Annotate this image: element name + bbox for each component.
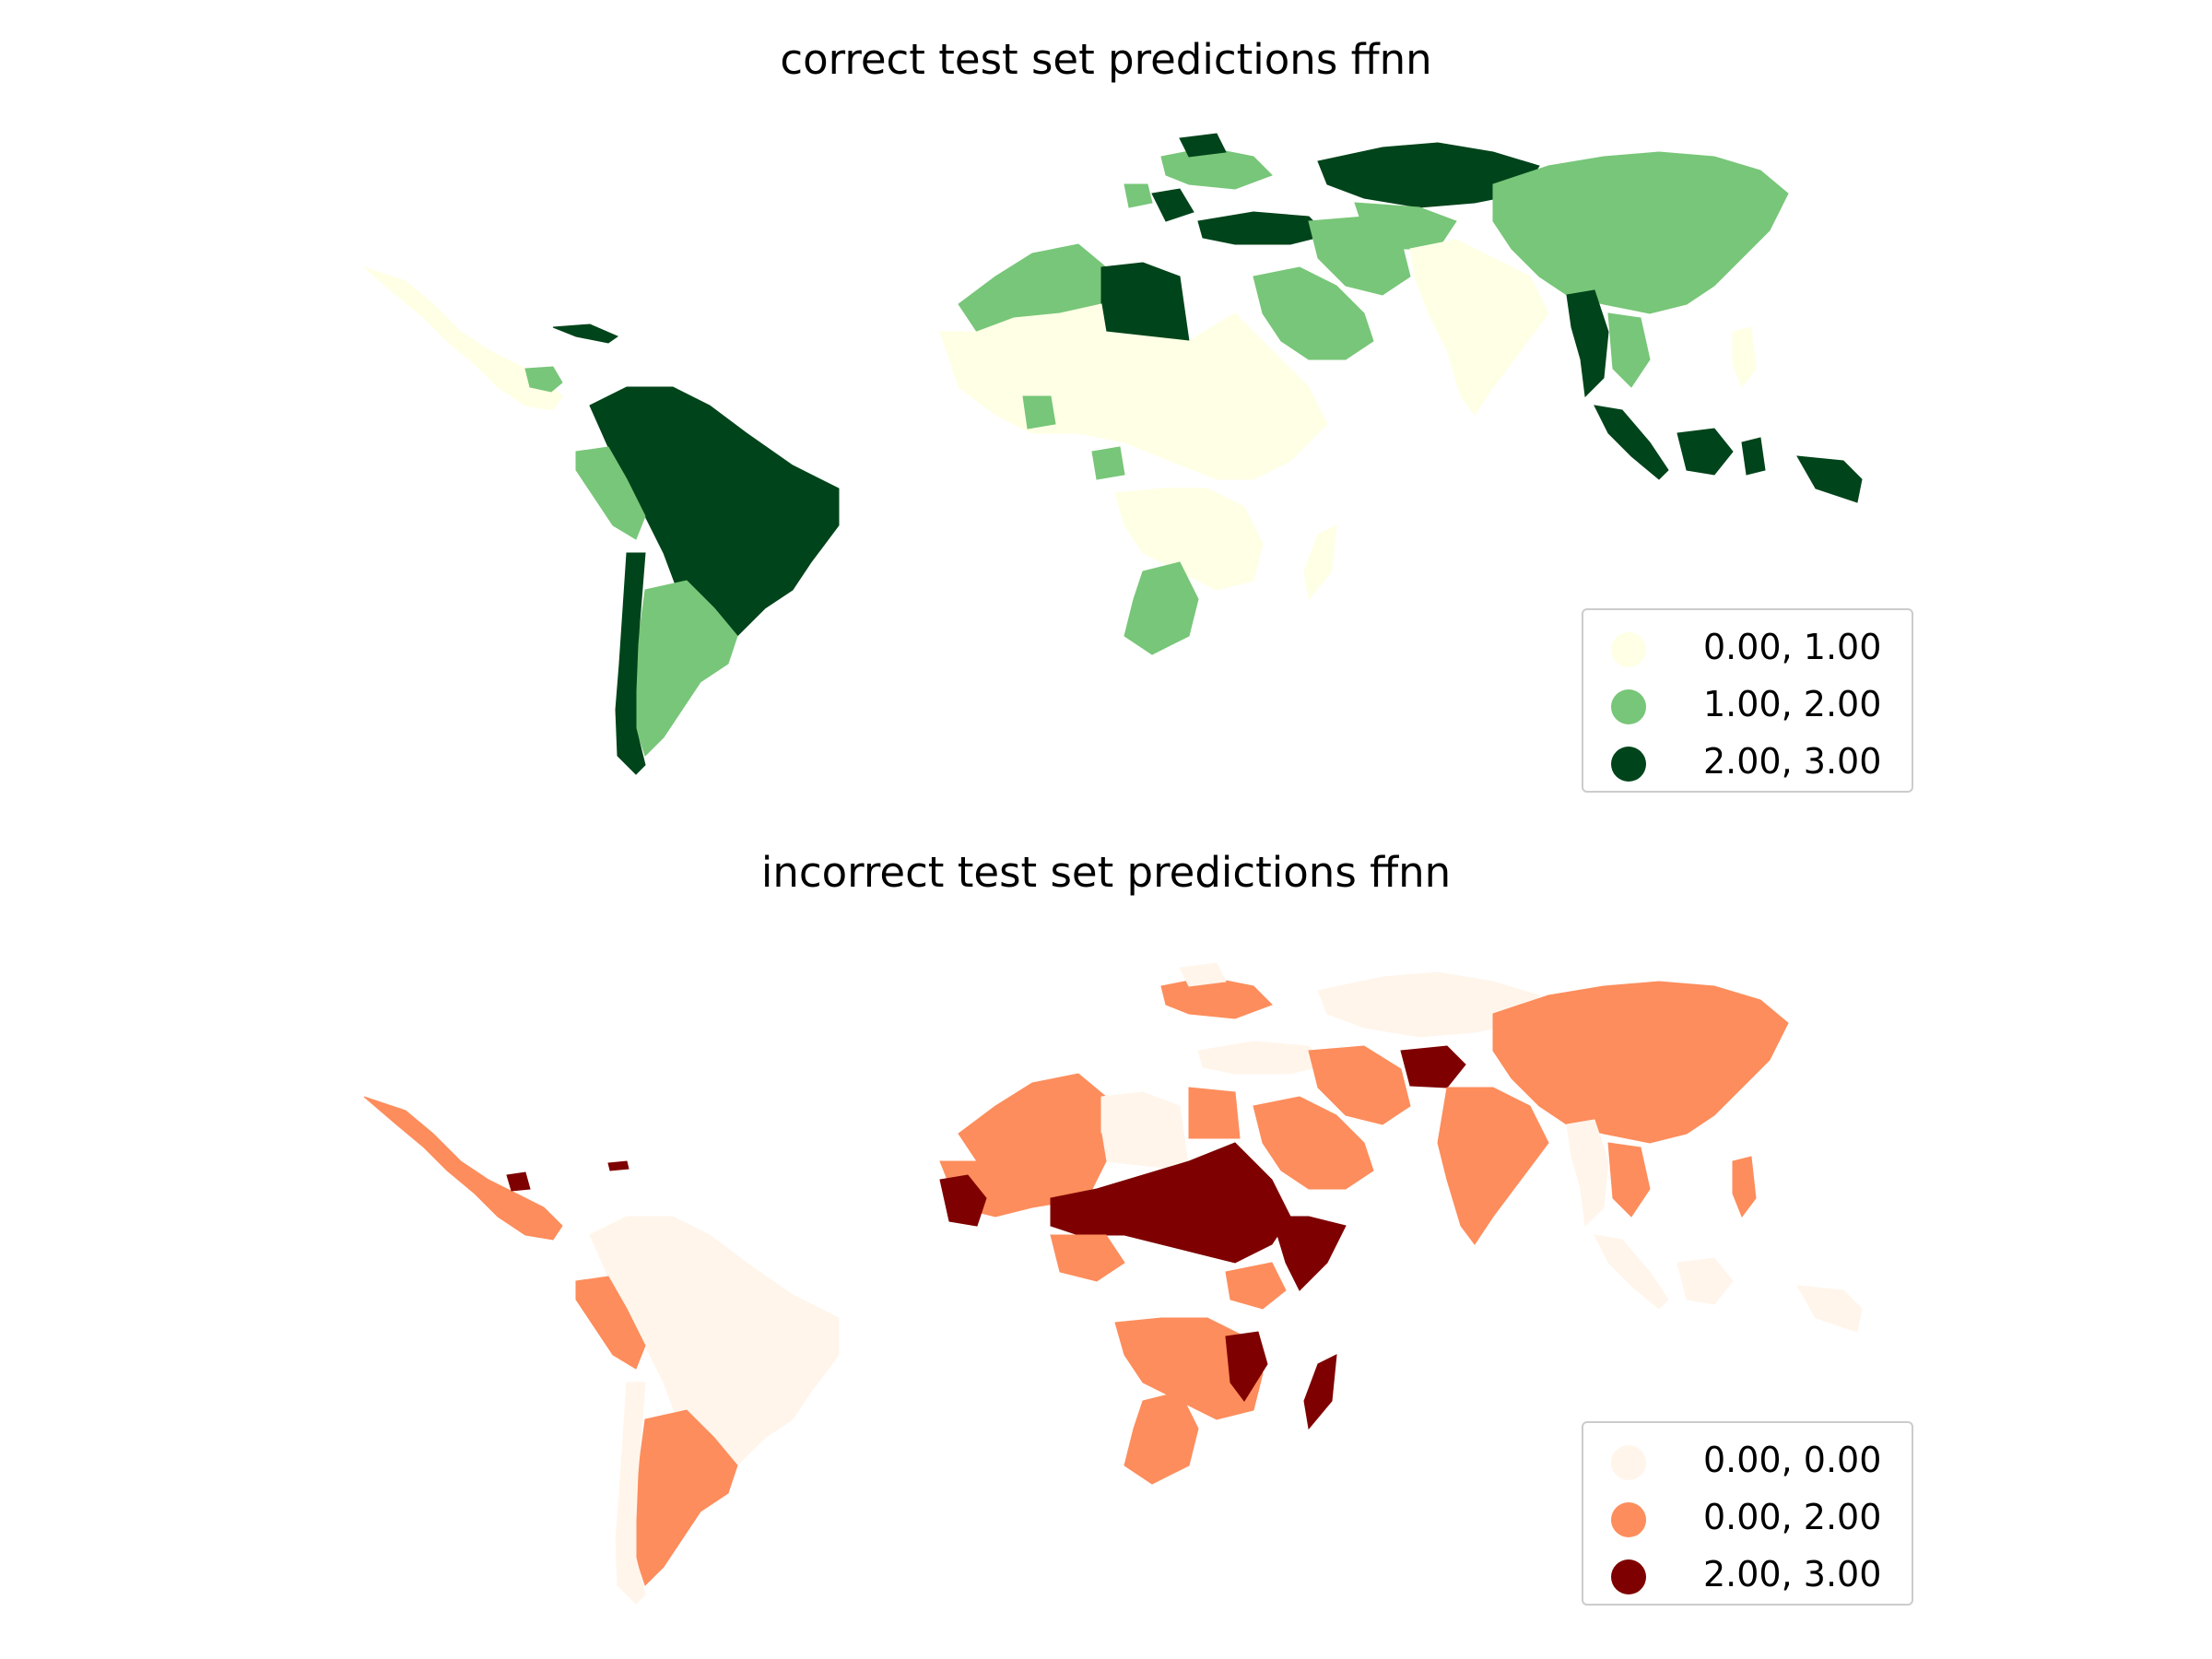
region-south-africa xyxy=(1124,561,1199,655)
region-egypt xyxy=(1188,1087,1241,1139)
region-west-africa xyxy=(1022,395,1056,429)
region-philippines xyxy=(1732,326,1757,389)
top-map-title: correct test set predictions ffnn xyxy=(780,35,1432,84)
legend-entry: 2.00, 3.00 xyxy=(1583,1548,1915,1606)
region-chile xyxy=(615,1382,646,1605)
region-congo xyxy=(1091,446,1125,480)
region-indochina xyxy=(1607,1142,1651,1218)
legend-swatch xyxy=(1611,1559,1646,1594)
region-indochina xyxy=(1607,312,1651,388)
legend-entry: 1.00, 2.00 xyxy=(1583,678,1915,735)
region-south-america-north xyxy=(589,1216,840,1476)
region-iran xyxy=(1308,1045,1411,1125)
region-east-africa xyxy=(1225,1262,1287,1310)
region-myanmar xyxy=(1566,289,1609,398)
region-sahel xyxy=(939,303,1328,480)
region-libya xyxy=(1100,262,1190,342)
top-map-legend: 0.00, 1.00 1.00, 2.00 2.00, 3.00 xyxy=(1582,608,1913,793)
region-belarus xyxy=(1179,962,1227,987)
region-mexico xyxy=(363,266,563,411)
region-china xyxy=(1492,151,1789,314)
region-mozambique xyxy=(1225,1331,1268,1402)
legend-swatch xyxy=(1611,632,1646,667)
region-arabia xyxy=(1253,1096,1374,1190)
legend-entry: 2.00, 3.00 xyxy=(1583,735,1915,793)
region-south-america-north xyxy=(589,386,840,646)
region-sumatra xyxy=(1594,1234,1669,1310)
legend-swatch xyxy=(1611,1502,1646,1537)
region-myanmar xyxy=(1566,1119,1609,1228)
region-papua xyxy=(1796,455,1863,503)
region-ecuador-peru xyxy=(575,446,646,540)
region-turkey xyxy=(1197,211,1328,245)
region-southern-africa xyxy=(1114,1317,1264,1420)
bottom-map-legend: 0.00, 0.00 0.00, 2.00 2.00, 3.00 xyxy=(1582,1421,1913,1606)
region-madagascar xyxy=(1303,524,1337,601)
region-philippines xyxy=(1732,1156,1757,1218)
region-horn-of-africa xyxy=(1271,1216,1347,1291)
region-sumatra xyxy=(1594,405,1669,480)
region-borneo xyxy=(1677,428,1734,476)
legend-label: 2.00, 3.00 xyxy=(1703,1554,1882,1594)
region-sulawesi xyxy=(1741,437,1766,476)
region-india xyxy=(1437,1087,1549,1245)
bottom-map-title: incorrect test set predictions ffnn xyxy=(760,848,1452,897)
legend-label: 0.00, 0.00 xyxy=(1703,1440,1882,1480)
legend-label: 0.00, 1.00 xyxy=(1703,627,1882,667)
region-india xyxy=(1409,239,1549,416)
region-senegal-guinea xyxy=(939,1174,987,1227)
region-afghanistan xyxy=(1400,1045,1466,1088)
legend-entry: 0.00, 0.00 xyxy=(1583,1434,1915,1491)
legend-swatch xyxy=(1611,689,1646,724)
legend-swatch xyxy=(1611,747,1646,782)
region-papua xyxy=(1796,1285,1863,1333)
legend-label: 2.00, 3.00 xyxy=(1703,741,1882,782)
region-central-america xyxy=(524,366,563,393)
region-central-america xyxy=(506,1171,531,1192)
legend-label: 0.00, 2.00 xyxy=(1703,1497,1882,1537)
legend-entry: 0.00, 2.00 xyxy=(1583,1491,1915,1548)
region-balkans xyxy=(1151,188,1194,222)
region-cuba xyxy=(552,324,619,344)
correct-predictions-map xyxy=(363,133,1863,775)
incorrect-predictions-map xyxy=(363,962,1863,1605)
legend-label: 1.00, 2.00 xyxy=(1703,684,1882,724)
region-belarus xyxy=(1179,133,1227,158)
region-libya xyxy=(1100,1091,1190,1171)
region-southern-africa xyxy=(1114,488,1264,591)
region-turkey xyxy=(1197,1041,1328,1075)
region-arabia xyxy=(1253,266,1374,360)
region-borneo xyxy=(1677,1257,1734,1305)
legend-swatch xyxy=(1611,1445,1646,1480)
region-caribbean xyxy=(607,1160,629,1171)
region-ecuador-peru xyxy=(575,1276,646,1370)
region-caucasus xyxy=(1124,183,1153,208)
region-chile xyxy=(615,552,646,775)
legend-entry: 0.00, 1.00 xyxy=(1583,621,1915,678)
region-south-africa xyxy=(1124,1391,1199,1485)
region-madagascar xyxy=(1303,1354,1337,1430)
region-mexico xyxy=(363,1096,563,1241)
region-china xyxy=(1492,981,1789,1144)
region-nigeria-cameroon xyxy=(1050,1234,1125,1282)
